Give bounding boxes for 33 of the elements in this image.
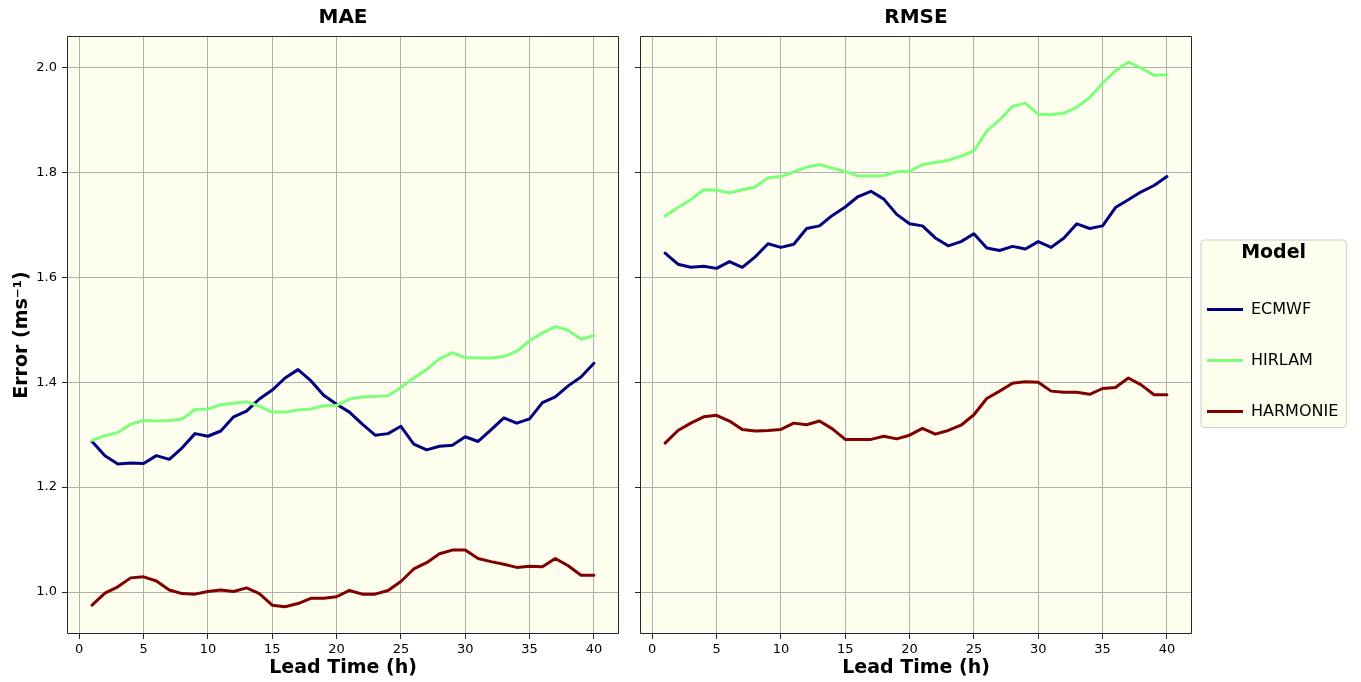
x-tick-label: 40 <box>585 641 603 657</box>
legend-label: HARMONIE <box>1251 400 1339 420</box>
y-tick-label: 1.0 <box>36 583 57 599</box>
legend-label: HIRLAM <box>1251 349 1313 369</box>
x-tick-label: 5 <box>139 641 148 657</box>
chart-title: RMSE <box>884 4 948 29</box>
y-tick-label: 1.8 <box>36 163 57 179</box>
x-tick-label: 35 <box>521 641 538 657</box>
x-axis-title: Lead Time (h) <box>842 654 990 677</box>
x-tick-label: 30 <box>1029 641 1047 657</box>
x-tick-label: 0 <box>75 641 84 657</box>
legend-label: ECMWF <box>1251 298 1312 318</box>
x-tick-label: 10 <box>772 641 790 657</box>
legend-title: Model <box>1241 240 1307 263</box>
y-tick-label: 1.2 <box>36 478 57 494</box>
x-tick-label: 20 <box>901 641 918 657</box>
x-tick-label: 15 <box>836 641 854 657</box>
chart-title: MAE <box>318 4 368 29</box>
x-axis-title: Lead Time (h) <box>269 654 417 677</box>
x-tick-label: 20 <box>328 641 345 657</box>
y-tick-label: 1.6 <box>36 268 57 284</box>
x-tick-label: 5 <box>712 641 721 657</box>
y-tick-label: 1.4 <box>36 373 57 389</box>
x-tick-label: 10 <box>199 641 217 657</box>
y-tick-label: 2.0 <box>36 58 57 74</box>
x-tick-label: 25 <box>965 641 983 657</box>
x-tick-label: 30 <box>456 641 474 657</box>
x-tick-label: 0 <box>648 641 657 657</box>
x-tick-label: 35 <box>1094 641 1111 657</box>
x-tick-label: 25 <box>392 641 410 657</box>
y-axis-title: Error (ms⁻¹) <box>9 271 32 399</box>
x-tick-label: 40 <box>1158 641 1176 657</box>
x-tick-label: 15 <box>263 641 281 657</box>
